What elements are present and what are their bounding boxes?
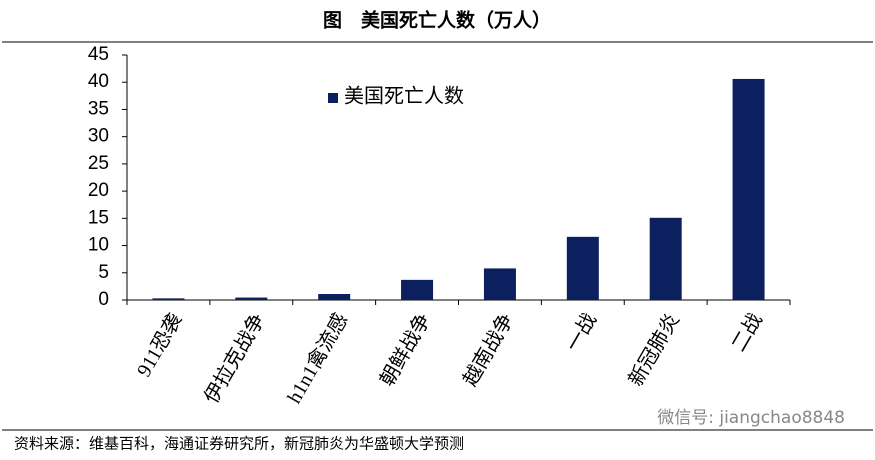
y-tick-label: 15 <box>88 207 109 228</box>
y-tick-label: 0 <box>98 289 109 310</box>
legend-label: 美国死亡人数 <box>344 85 464 108</box>
bar <box>318 294 351 300</box>
x-tick-label: 伊拉克战争 <box>200 309 270 407</box>
x-tick-label: 朝鲜战争 <box>375 309 435 390</box>
x-tick-label: 二战 <box>727 309 767 355</box>
watermark: 微信号: jiangchao8848 <box>657 408 845 428</box>
source-note: 资料来源：维基百科，海通证券研究所，新冠肺炎为华盛顿大学预测 <box>14 435 464 452</box>
y-tick-label: 30 <box>88 126 109 147</box>
x-tick-label: h1n1禽流感 <box>283 309 353 407</box>
chart-title: 图 美国死亡人数（万人） <box>323 8 551 31</box>
bar <box>649 217 682 300</box>
bar <box>152 298 185 300</box>
bar <box>566 236 599 300</box>
x-tick-label: 一战 <box>561 309 601 355</box>
bar <box>235 297 268 300</box>
bar <box>483 268 516 300</box>
y-tick-label: 25 <box>88 153 109 174</box>
y-tick-label: 35 <box>88 98 109 119</box>
bar <box>732 78 765 300</box>
y-tick-label: 10 <box>88 235 109 256</box>
legend-swatch <box>328 93 338 103</box>
bar <box>401 279 434 300</box>
y-tick-label: 5 <box>98 262 109 283</box>
y-tick-label: 20 <box>88 180 109 201</box>
x-tick-label: 新冠肺炎 <box>624 309 684 390</box>
x-tick-label: 越南战争 <box>458 309 518 390</box>
y-tick-label: 45 <box>88 44 109 65</box>
x-tick-label: 911恐袭 <box>132 309 187 380</box>
y-tick-label: 40 <box>88 71 109 92</box>
